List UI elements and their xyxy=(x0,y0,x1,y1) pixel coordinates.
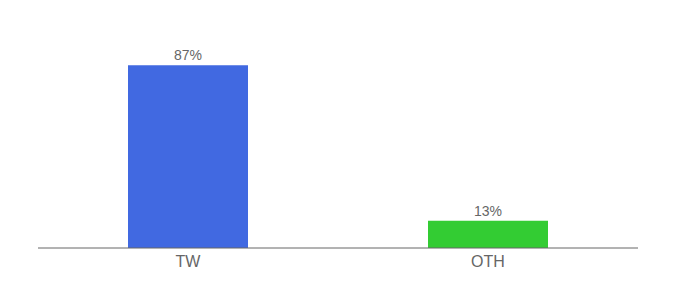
svg-text:13%: 13% xyxy=(474,203,502,219)
svg-text:87%: 87% xyxy=(174,47,202,63)
svg-text:OTH: OTH xyxy=(471,253,505,270)
svg-text:TW: TW xyxy=(176,253,202,270)
